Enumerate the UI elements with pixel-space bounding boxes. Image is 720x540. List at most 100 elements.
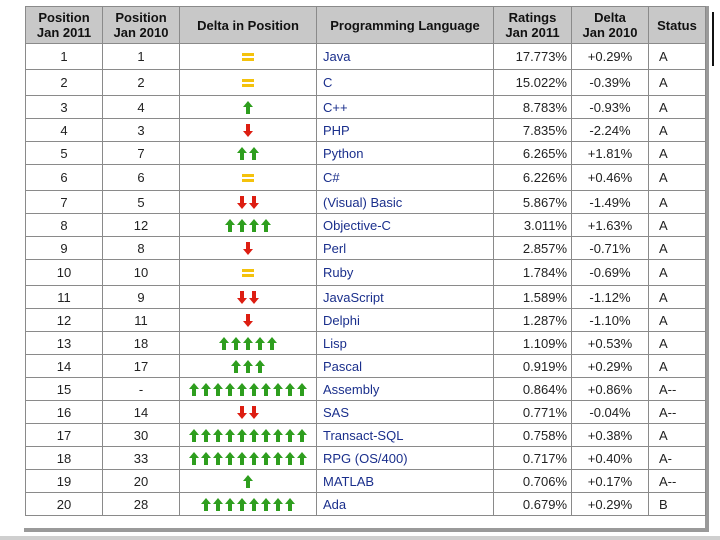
header-language: Programming Language: [316, 6, 494, 44]
delta-cell: +0.53%: [571, 331, 649, 355]
delta-position-cell: [179, 400, 317, 424]
status-cell: A--: [648, 400, 706, 424]
position-2011-cell: 5: [25, 141, 103, 165]
table-row: 8 12 Objective-C 3.011% +1.63% A: [25, 213, 706, 237]
frame-shadow-right: [705, 6, 709, 532]
status-cell: A: [648, 331, 706, 355]
arrow-up-icon: [219, 336, 229, 350]
header-position-2010: Position Jan 2010: [102, 6, 180, 44]
language-link[interactable]: SAS: [316, 400, 494, 424]
arrow-up-icon: [225, 451, 235, 465]
position-2011-cell: 4: [25, 118, 103, 142]
language-link[interactable]: Java: [316, 43, 494, 70]
delta-position-cell: [179, 492, 317, 516]
arrow-up-icon: [213, 497, 223, 511]
position-2010-cell: 2: [102, 69, 180, 96]
arrow-up-icon: [267, 336, 277, 350]
language-link[interactable]: Ruby: [316, 259, 494, 286]
language-link[interactable]: JavaScript: [316, 285, 494, 309]
delta-position-cell: [179, 308, 317, 332]
delta-position-cell: [179, 423, 317, 447]
arrow-up-icon: [189, 451, 199, 465]
language-link[interactable]: MATLAB: [316, 469, 494, 493]
rating-cell: 0.679%: [493, 492, 572, 516]
language-link[interactable]: RPG (OS/400): [316, 446, 494, 470]
rating-cell: 17.773%: [493, 43, 572, 70]
arrow-up-icon: [189, 382, 199, 396]
delta-position-cell: [179, 354, 317, 378]
arrow-up-icon: [189, 428, 199, 442]
header-row: Position Jan 2011 Position Jan 2010 Delta …: [25, 6, 706, 44]
language-link[interactable]: Ada: [316, 492, 494, 516]
rating-cell: 0.919%: [493, 354, 572, 378]
language-link[interactable]: Lisp: [316, 331, 494, 355]
status-cell: A: [648, 259, 706, 286]
arrow-up-icon: [201, 428, 211, 442]
delta-position-cell: [179, 69, 317, 96]
position-2011-cell: 1: [25, 43, 103, 70]
language-link[interactable]: (Visual) Basic: [316, 190, 494, 214]
arrow-down-icon: [237, 405, 247, 419]
position-2011-cell: 12: [25, 308, 103, 332]
position-2011-cell: 11: [25, 285, 103, 309]
delta-cell: +1.81%: [571, 141, 649, 165]
language-link[interactable]: Pascal: [316, 354, 494, 378]
delta-cell: -0.71%: [571, 236, 649, 260]
header-ratings: Ratings Jan 2011: [493, 6, 572, 44]
status-cell: A: [648, 118, 706, 142]
arrow-up-icon: [249, 146, 259, 160]
position-2010-cell: 9: [102, 285, 180, 309]
status-cell: A: [648, 164, 706, 191]
equal-sign-icon: [242, 52, 254, 61]
delta-position-cell: [179, 236, 317, 260]
arrow-up-icon: [213, 428, 223, 442]
arrow-up-icon: [243, 100, 253, 114]
language-link[interactable]: Python: [316, 141, 494, 165]
status-cell: A--: [648, 377, 706, 401]
equal-sign-icon: [242, 268, 254, 277]
language-link[interactable]: Assembly: [316, 377, 494, 401]
table-row: 20 28 Ada 0.679% +0.29% B: [25, 492, 706, 516]
arrow-up-icon: [255, 359, 265, 373]
language-link[interactable]: Transact-SQL: [316, 423, 494, 447]
position-2011-cell: 19: [25, 469, 103, 493]
delta-position-cell: [179, 469, 317, 493]
language-link[interactable]: PHP: [316, 118, 494, 142]
arrow-up-icon: [243, 359, 253, 373]
language-link[interactable]: Objective-C: [316, 213, 494, 237]
language-link[interactable]: C#: [316, 164, 494, 191]
language-link[interactable]: Perl: [316, 236, 494, 260]
position-2010-cell: 18: [102, 331, 180, 355]
position-2011-cell: 14: [25, 354, 103, 378]
arrow-up-icon: [213, 382, 223, 396]
arrow-down-icon: [237, 290, 247, 304]
arrow-up-icon: [273, 428, 283, 442]
status-cell: A: [648, 285, 706, 309]
language-link[interactable]: Delphi: [316, 308, 494, 332]
arrow-up-icon: [237, 451, 247, 465]
arrow-up-icon: [243, 474, 253, 488]
rating-cell: 8.783%: [493, 95, 572, 119]
arrow-down-icon: [249, 405, 259, 419]
arrow-up-icon: [285, 428, 295, 442]
position-2010-cell: 7: [102, 141, 180, 165]
status-cell: A--: [648, 469, 706, 493]
language-link[interactable]: C++: [316, 95, 494, 119]
arrow-up-icon: [249, 428, 259, 442]
language-link[interactable]: C: [316, 69, 494, 96]
arrow-up-icon: [297, 428, 307, 442]
delta-cell: +0.29%: [571, 492, 649, 516]
arrow-up-icon: [249, 382, 259, 396]
delta-cell: +0.46%: [571, 164, 649, 191]
delta-position-cell: [179, 118, 317, 142]
delta-position-cell: [179, 285, 317, 309]
position-2010-cell: 3: [102, 118, 180, 142]
rating-cell: 3.011%: [493, 213, 572, 237]
rating-cell: 7.835%: [493, 118, 572, 142]
arrow-up-icon: [225, 382, 235, 396]
rating-cell: 0.864%: [493, 377, 572, 401]
delta-cell: -2.24%: [571, 118, 649, 142]
position-2010-cell: 14: [102, 400, 180, 424]
arrow-down-icon: [243, 313, 253, 327]
position-2011-cell: 10: [25, 259, 103, 286]
